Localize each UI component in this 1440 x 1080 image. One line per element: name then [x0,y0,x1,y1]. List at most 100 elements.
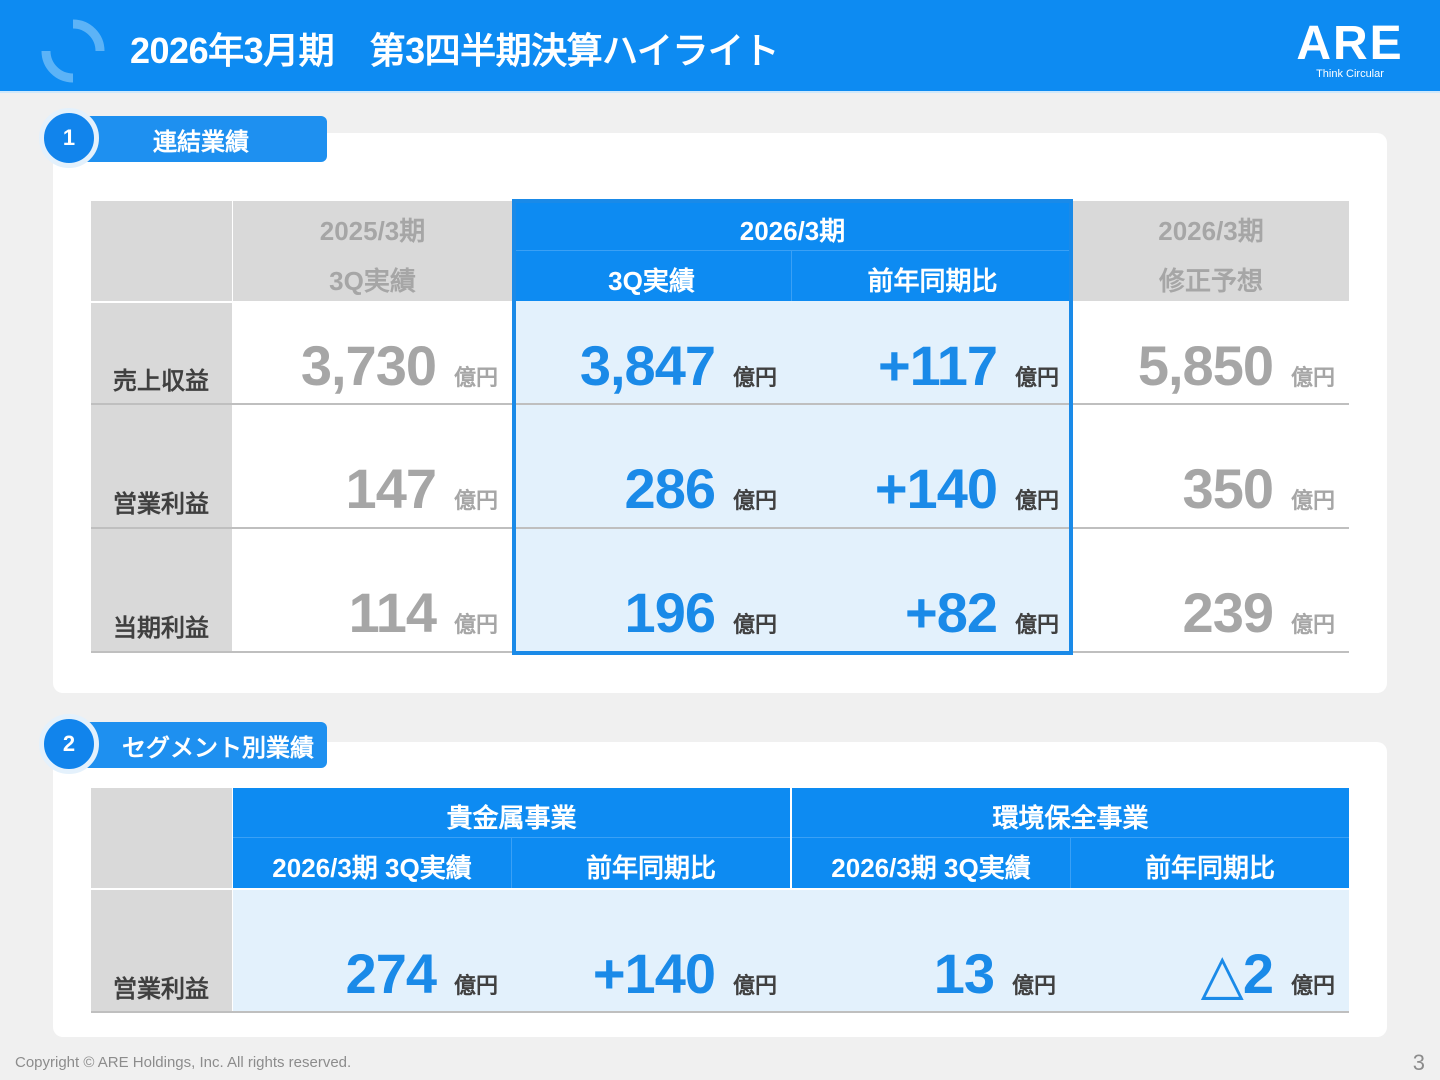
segment-results-table: 貴金属事業 2026/3期 3Q実績 前年同期比 環境保全事業 2026/3期 … [91,788,1349,1014]
value: △2 [1200,942,1274,1005]
segment-values-bg [233,890,1349,1012]
value: 13 [933,942,995,1005]
unit: 億円 [453,612,498,637]
header-prev-label: 3Q実績 [329,266,416,296]
cell-prev: 114 億円 [233,529,512,651]
segment-name: 環境保全事業 [992,803,1149,833]
cell-yoy: +82 億円 [791,529,1073,651]
cell-forecast: 5,850 億円 [1073,303,1349,404]
value: 286 [624,457,716,520]
value: 196 [624,581,716,644]
header-segment-precious-metals: 貴金属事業 2026/3期 3Q実績 前年同期比 [233,788,790,888]
value: +117 [877,334,998,397]
unit: 億円 [1290,973,1335,998]
section-2-number: 2 [62,731,76,756]
header-prev-year: 2025/3期 3Q実績 [233,201,512,301]
unit: 億円 [1014,612,1059,637]
section-1-badge: 1 [39,108,99,168]
row-divider [91,651,1349,653]
table-corner [91,201,232,301]
header-forecast-label: 修正予想 [1158,266,1263,296]
unit: 億円 [732,973,777,998]
circular-logo-icon [41,19,105,83]
value: 5,850 [1137,334,1274,397]
consolidated-results-table: 2025/3期 3Q実績 2026/3期 3Q実績 前年同期比 2026/3期 … [91,201,1349,653]
unit: 億円 [1290,488,1335,513]
segment-yoy-label: 前年同期比 [1144,853,1275,883]
header-bar: 2026年3月期 第3四半期決算ハイライト ARE Think Circular [0,0,1440,93]
unit: 億円 [1290,365,1335,390]
value: 350 [1182,457,1274,520]
header-current-yoy: 前年同期比 [867,266,998,296]
header-forecast-period: 2026/3期 [1158,216,1264,246]
unit: 億円 [453,365,498,390]
row-divider [91,403,1349,405]
cell-segment1-actual: 274 億円 [233,890,512,1012]
table-row-label: 当期利益 [91,529,232,651]
value: 239 [1182,581,1274,644]
cell-actual: 3,847 億円 [512,303,791,404]
value: 274 [345,942,437,1005]
header-current-year: 2026/3期 3Q実績 前年同期比 [512,201,1073,301]
row-label-text: 営業利益 [113,976,209,1003]
section-2-header: セグメント別業績 [70,722,327,768]
table-corner [91,788,232,888]
value: 3,847 [579,334,716,397]
brand-tagline: Think Circular [1316,68,1384,80]
row-label-text: 営業利益 [113,491,209,518]
cell-segment2-yoy: △2 億円 [1070,890,1349,1012]
row-divider [91,527,1349,529]
segment-yoy-label: 前年同期比 [585,853,716,883]
section-1-title: 連結業績 [153,128,249,156]
segment-actual-label: 2026/3期 3Q実績 [831,853,1031,883]
cell-prev: 3,730 億円 [233,303,512,404]
page-title: 2026年3月期 第3四半期決算ハイライト [130,30,779,71]
unit: 億円 [1290,612,1335,637]
value: +140 [592,942,716,1005]
cell-forecast: 239 億円 [1073,529,1349,651]
cell-prev: 147 億円 [233,405,512,527]
table-row-label: 営業利益 [91,405,232,527]
brand-name: ARE [1296,17,1404,70]
header-current-period: 2026/3期 [739,216,846,246]
value: 3,730 [300,334,437,397]
value: +140 [874,457,998,520]
row-label-text: 売上収益 [113,368,209,395]
header-prev-period: 2025/3期 [319,216,426,246]
table-row-label: 売上収益 [91,303,232,404]
unit: 億円 [1014,488,1059,513]
value: +82 [904,581,998,644]
header-current-actual: 3Q実績 [608,266,695,296]
unit: 億円 [453,488,498,513]
header-forecast: 2026/3期 修正予想 [1073,201,1349,301]
section-1-header: 連結業績 [70,116,327,162]
unit: 億円 [1014,365,1059,390]
cell-segment1-yoy: +140 億円 [512,890,791,1012]
cell-yoy: +117 億円 [791,303,1073,404]
section-1-number: 1 [62,125,76,150]
page-number: 3 [1412,1050,1425,1075]
current-year-highlight-bg [512,301,1073,653]
segment-name: 貴金属事業 [446,803,577,833]
unit: 億円 [1011,973,1056,998]
unit: 億円 [453,973,498,998]
row-divider [91,1011,1349,1013]
cell-actual: 196 億円 [512,529,791,651]
cell-segment2-actual: 13 億円 [791,890,1070,1012]
unit: 億円 [732,488,777,513]
unit: 億円 [732,365,777,390]
value: 147 [345,457,437,520]
segment-actual-label: 2026/3期 3Q実績 [272,853,472,883]
value: 114 [348,581,437,644]
brand-logo: ARE Think Circular [1290,20,1410,82]
section-2-badge: 2 [39,714,99,774]
table-row-label: 営業利益 [91,890,232,1012]
row-label-text: 当期利益 [113,615,209,642]
header-segment-environmental: 環境保全事業 2026/3期 3Q実績 前年同期比 [792,788,1349,888]
cell-forecast: 350 億円 [1073,405,1349,527]
cell-yoy: +140 億円 [791,405,1073,527]
cell-actual: 286 億円 [512,405,791,527]
unit: 億円 [732,612,777,637]
copyright: Copyright © ARE Holdings, Inc. All right… [15,1054,352,1071]
section-2-title: セグメント別業績 [122,734,314,762]
